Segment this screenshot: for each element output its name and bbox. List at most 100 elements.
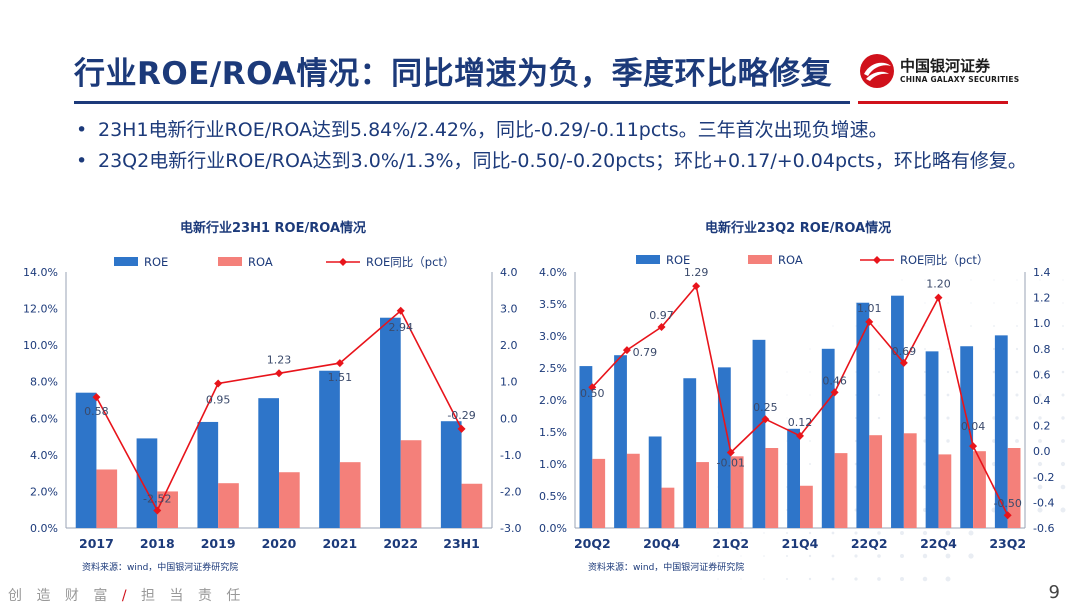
decoration-dot — [763, 555, 765, 557]
chart-1-source: 资料来源：wind，中国银河证券研究院 — [82, 563, 239, 573]
decoration-dot — [877, 416, 881, 420]
y-left-tick-label: 4.0% — [30, 449, 58, 462]
decoration-dot — [901, 279, 903, 281]
bullet-item: 23Q2电新行业ROE/ROA达到3.0%/1.3%，同比-0.50/-0.20… — [76, 149, 1036, 174]
decoration-dot — [1038, 416, 1042, 420]
line-point — [899, 358, 908, 367]
data-label: 0.25 — [753, 401, 778, 414]
data-label: 1.20 — [926, 278, 951, 291]
data-label: -0.29 — [447, 409, 475, 422]
y-right-tick-label: 2.0 — [500, 339, 518, 352]
bar-roe — [319, 370, 340, 528]
bullet-item: 23H1电新行业ROE/ROA达到5.84%/2.42%，同比-0.29/-0.… — [76, 118, 1036, 143]
y-left-tick-label: 1.0% — [539, 458, 567, 471]
bar-roa — [973, 451, 986, 528]
decoration-dot — [740, 578, 742, 580]
decoration-dot — [1060, 461, 1066, 467]
bar-roa — [800, 485, 813, 528]
y-right-tick-label: 0.2 — [1033, 420, 1051, 433]
y-left-tick-label: 4.0% — [539, 266, 567, 279]
data-label: 0.97 — [649, 309, 674, 322]
decoration-dot — [970, 279, 972, 281]
galaxy-logo-icon — [860, 54, 894, 88]
decoration-dot — [809, 440, 811, 442]
legend-label-roe-yoy: ROE同比（pct） — [900, 253, 988, 267]
bar-roa — [938, 454, 952, 528]
x-tick-label: 21Q4 — [782, 536, 819, 551]
decoration-dot — [832, 325, 834, 327]
decoration-dot — [899, 553, 905, 559]
decoration-dot — [786, 555, 788, 557]
data-label: -2.52 — [143, 492, 171, 505]
logo-text-en: CHINA GALAXY SECURITIES — [900, 75, 1020, 84]
decoration-dot — [878, 371, 880, 373]
line-point — [934, 293, 943, 302]
y-right-tick-label: 0.6 — [1033, 368, 1051, 381]
decoration-dot — [924, 325, 926, 327]
decoration-dot — [970, 325, 972, 327]
decoration-dot — [993, 325, 995, 327]
bar-roa — [626, 453, 640, 528]
y-left-tick-label: 10.0% — [23, 339, 58, 352]
bar-roa — [96, 469, 118, 528]
bar-roe — [994, 335, 1008, 528]
decoration-dot — [855, 325, 857, 327]
decoration-dot — [947, 348, 949, 350]
y-right-tick-label: -2.0 — [500, 485, 521, 498]
bar-roe — [197, 421, 219, 528]
decoration-dot — [808, 554, 812, 558]
legend-swatch-roa — [218, 257, 242, 266]
bar-roa — [339, 462, 361, 528]
line-point — [969, 442, 978, 451]
line-point — [92, 393, 101, 402]
footer-slogan-right: 担 当 责 任 — [140, 588, 246, 604]
decoration-dot — [1038, 393, 1042, 397]
legend-label-roe: ROE — [144, 255, 168, 269]
decoration-dot — [855, 302, 857, 304]
data-label: 0.95 — [206, 394, 231, 407]
decoration-dot — [1039, 279, 1041, 281]
line-point — [761, 415, 770, 424]
footer-slogan: 创 造 财 富 / 担 当 责 任 — [8, 585, 245, 605]
decoration-dot — [740, 532, 742, 534]
decoration-dot — [1061, 347, 1065, 351]
decoration-dot — [808, 577, 812, 581]
y-left-tick-label: 3.5% — [539, 298, 567, 311]
decoration-dot — [1015, 439, 1019, 443]
bar-roe — [821, 348, 835, 528]
x-tick-label: 2021 — [322, 536, 357, 551]
decoration-dot — [900, 531, 904, 535]
data-label: 0.79 — [633, 346, 658, 359]
decoration-dot — [945, 553, 951, 559]
decoration-dot — [968, 530, 974, 536]
bar-roa — [834, 453, 848, 528]
data-label: -0.01 — [717, 456, 745, 469]
page-title: 行业ROE/ROA情况：同比增速为负，季度环比略修复 — [74, 56, 833, 92]
decoration-dot — [1037, 484, 1043, 490]
logo-text-cn: 中国银河证券 — [900, 57, 991, 75]
bar-roa — [903, 433, 917, 528]
decoration-dot — [1039, 325, 1041, 327]
decoration-dot — [1062, 325, 1064, 327]
decoration-dot — [946, 439, 950, 443]
decoration-dot — [717, 578, 719, 580]
bar-roa — [661, 487, 675, 528]
decoration-dot — [947, 325, 949, 327]
y-left-tick-label: 0.5% — [539, 490, 567, 503]
line-point — [692, 282, 701, 291]
decoration-dot — [1060, 507, 1066, 513]
decoration-dot — [922, 576, 928, 582]
x-tick-label: 23Q2 — [989, 536, 1026, 551]
chart-2: 0.0% 0.5% 1.0% 1.5% 2.0% 2.5% 3.0% 3.5% 4.0% -0.6… — [539, 253, 1054, 551]
decoration-dot — [968, 553, 974, 559]
company-logo: 中国银河证券 CHINA GALAXY SECURITIES — [858, 50, 1020, 92]
legend-label-roe: ROE — [666, 253, 690, 267]
y-left-tick-label: 2.5% — [539, 362, 567, 375]
title-rule-accent — [858, 101, 1008, 104]
bar-roe — [856, 302, 870, 528]
data-label: 2.94 — [388, 321, 413, 334]
decoration-dot — [786, 532, 788, 534]
decoration-dot — [922, 530, 928, 536]
legend-label-roa: ROA — [248, 255, 273, 269]
decoration-dot — [1016, 279, 1018, 281]
